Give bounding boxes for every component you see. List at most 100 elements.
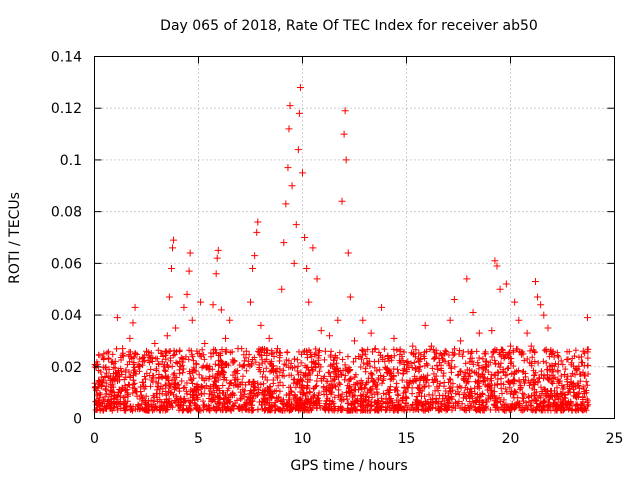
x-tick-label: 20 <box>502 431 520 447</box>
data-point <box>102 386 110 394</box>
data-point <box>317 327 325 335</box>
data-point <box>537 301 545 309</box>
data-point <box>111 358 119 366</box>
data-point <box>330 360 338 368</box>
data-point <box>519 350 527 358</box>
data-point <box>469 308 477 316</box>
data-point <box>450 296 458 304</box>
data-point <box>169 244 176 252</box>
data-point <box>278 285 286 293</box>
data-point <box>531 277 539 285</box>
data-point <box>217 306 225 314</box>
data-point <box>286 102 294 110</box>
data-point <box>151 340 159 348</box>
y-tick-label: 0 <box>73 412 82 428</box>
data-point <box>98 373 106 381</box>
data-point <box>507 342 514 350</box>
data-point <box>257 321 265 329</box>
data-point-cluster-baseline <box>91 345 592 414</box>
data-point <box>502 280 510 288</box>
data-point <box>488 327 496 335</box>
data-point <box>346 293 354 301</box>
y-tick-label: 0.12 <box>51 101 82 117</box>
axis-ticks <box>94 56 615 419</box>
data-point <box>213 254 221 262</box>
x-tick-label: 15 <box>398 431 416 447</box>
plot-frame <box>94 56 615 419</box>
data-point <box>309 244 317 252</box>
data-point <box>403 365 410 373</box>
data-point <box>143 347 150 355</box>
data-point <box>292 221 300 229</box>
data-point <box>475 329 483 337</box>
x-axis-label: GPS time / hours <box>290 458 407 474</box>
data-point <box>295 109 303 117</box>
data-point <box>247 298 254 306</box>
data-point <box>338 197 346 205</box>
data-point <box>113 314 121 322</box>
data-point <box>183 290 191 298</box>
y-tick-label: 0.04 <box>51 308 82 324</box>
data-point <box>534 293 542 301</box>
y-tick-label: 0.02 <box>51 360 82 376</box>
data-point <box>446 316 454 324</box>
data-point <box>540 311 548 319</box>
data-point <box>274 345 282 353</box>
data-point <box>371 345 379 353</box>
data-point <box>384 352 392 360</box>
data-point <box>334 316 342 324</box>
data-point <box>115 376 123 384</box>
y-tick-label: 0.06 <box>51 256 82 272</box>
data-point <box>167 265 175 273</box>
data-point <box>280 239 288 247</box>
data-point <box>170 236 178 244</box>
data-point <box>172 324 180 332</box>
data-point <box>561 371 569 379</box>
data-point <box>186 249 194 257</box>
x-tick-label: 5 <box>194 431 203 447</box>
data-point <box>482 350 490 358</box>
data-point <box>230 358 238 366</box>
data-point <box>493 262 501 270</box>
data-point <box>321 347 329 355</box>
data-point <box>544 324 552 332</box>
data-point <box>573 365 581 373</box>
data-point <box>285 125 293 133</box>
data-point <box>583 314 591 322</box>
data-point <box>554 360 562 368</box>
data-point <box>303 265 311 273</box>
data-point <box>134 360 142 368</box>
data-point <box>351 337 358 345</box>
data-point <box>341 107 349 115</box>
chart-title: Day 065 of 2018, Rate Of TEC Index for r… <box>160 18 538 34</box>
data-point <box>96 394 104 402</box>
data-point <box>294 146 302 154</box>
data-point <box>188 316 196 324</box>
data-point <box>359 316 367 324</box>
data-point <box>378 303 386 311</box>
data-point <box>197 298 205 306</box>
data-point <box>344 249 352 257</box>
data-point <box>299 169 306 177</box>
y-tick-label: 0.1 <box>60 153 82 169</box>
y-tick-label: 0.14 <box>51 50 82 66</box>
data-point <box>261 358 269 366</box>
data-series-roti <box>91 84 592 414</box>
data-point <box>363 360 371 368</box>
data-point <box>355 352 363 360</box>
data-point <box>249 265 257 273</box>
data-point <box>340 130 348 138</box>
data-point <box>491 257 499 265</box>
data-point <box>122 368 130 376</box>
data-point <box>138 378 146 386</box>
y-axis-label: ROTI / TECUs <box>7 192 23 284</box>
data-point <box>176 358 184 366</box>
data-point <box>165 293 173 301</box>
data-point <box>282 200 290 208</box>
data-point <box>296 84 304 92</box>
data-point <box>421 321 429 329</box>
x-tick-label: 25 <box>606 431 624 447</box>
data-point <box>92 383 100 391</box>
data-point <box>409 342 417 350</box>
